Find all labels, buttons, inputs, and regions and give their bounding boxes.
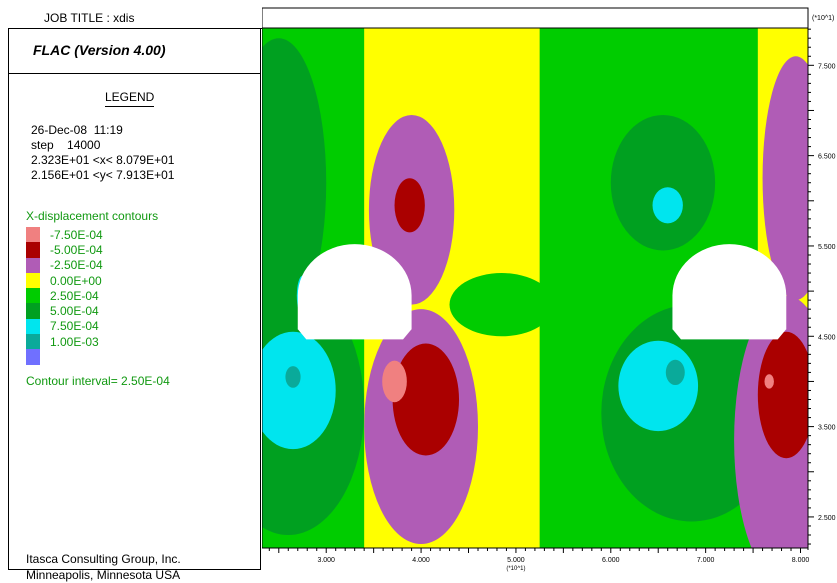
y-tick-label: 3.500 bbox=[818, 425, 836, 432]
x-tick-label: 8.000 bbox=[792, 557, 810, 564]
legend-label: -2.50E-04 bbox=[50, 258, 103, 273]
legend-entry bbox=[26, 349, 103, 365]
legend-swatch bbox=[26, 349, 40, 365]
legend-swatch bbox=[26, 334, 40, 350]
legend-entry: 7.50E-04 bbox=[26, 318, 103, 335]
x-range-line: 2.323E+01 <x< 8.079E+01 bbox=[31, 153, 175, 167]
x-scale-label: (*10^1) bbox=[506, 566, 525, 572]
legend-label: 1.00E-03 bbox=[50, 334, 99, 349]
contour-plot bbox=[262, 28, 808, 548]
legend-heading: LEGEND bbox=[105, 90, 155, 107]
legend-label: -7.50E-04 bbox=[50, 227, 103, 242]
legend-entry: 1.00E-03 bbox=[26, 334, 103, 350]
left-lower-pink bbox=[382, 360, 407, 403]
left-upper-darkgreen bbox=[262, 38, 327, 328]
step-line: step 14000 bbox=[31, 138, 101, 152]
legend-swatch bbox=[26, 272, 40, 289]
y-range-line: 2.156E+01 <y< 7.913E+01 bbox=[31, 168, 175, 182]
y-tick-label: 6.500 bbox=[818, 154, 836, 161]
right-upper-darkgreen bbox=[610, 114, 716, 251]
x-tick-label: 3.000 bbox=[317, 557, 335, 564]
date-line: 26-Dec-08 11:19 bbox=[31, 123, 123, 137]
contour-title: X-displacement contours bbox=[26, 209, 159, 223]
x-tick-label: 6.000 bbox=[602, 557, 620, 564]
y-scale-label: (*10^1) bbox=[812, 15, 834, 22]
x-tick-label: 4.000 bbox=[412, 557, 430, 564]
legend-panel: FLAC (Version 4.00) LEGEND 26-Dec-08 11:… bbox=[8, 28, 261, 582]
y-tick-label: 5.500 bbox=[818, 244, 836, 251]
legend-entry: 0.00E+00 bbox=[26, 272, 103, 289]
right-lower-pink bbox=[764, 374, 774, 389]
legend-swatch bbox=[26, 303, 40, 319]
right-lower-red bbox=[757, 331, 808, 459]
program-title: FLAC (Version 4.00) bbox=[9, 28, 260, 74]
y-tick-label: 7.500 bbox=[818, 63, 836, 70]
company-line-2: Minneapolis, Minnesota USA bbox=[26, 568, 181, 582]
legend-swatch bbox=[26, 288, 40, 304]
legend-entry: -5.00E-04 bbox=[26, 242, 103, 258]
job-title: JOB TITLE : xdis bbox=[8, 8, 262, 29]
x-tick-label: 5.000 bbox=[507, 557, 525, 564]
legend-swatch bbox=[26, 242, 40, 258]
contour-legend: -7.50E-04 -5.00E-04 -2.50E-04 0.00E+00 2.50E… bbox=[26, 227, 103, 365]
legend-entry: 2.50E-04 bbox=[26, 288, 103, 304]
y-tick-label: 2.500 bbox=[818, 515, 836, 522]
legend-label: 7.50E-04 bbox=[50, 319, 99, 334]
legend-label: 2.50E-04 bbox=[50, 288, 99, 303]
legend-entry: 5.00E-04 bbox=[26, 303, 103, 319]
legend-swatch bbox=[26, 257, 40, 273]
right-upper-cyan bbox=[652, 187, 683, 224]
left-tunnel bbox=[297, 244, 412, 340]
contour-interval: Contour interval= 2.50E-04 bbox=[26, 374, 170, 388]
legend-entry: -2.50E-04 bbox=[26, 257, 103, 273]
axes-frame: 7.500 6.500 5.500 4.500 3.500 2.500 (*10^1) 3.0… bbox=[262, 7, 836, 572]
legend-entry: -7.50E-04 bbox=[26, 227, 103, 243]
legend-label: 5.00E-04 bbox=[50, 304, 99, 319]
title-strip-border bbox=[262, 7, 809, 29]
right-lower-teal bbox=[665, 359, 685, 386]
left-upper-red bbox=[394, 178, 425, 233]
left-lower-teal bbox=[285, 366, 301, 388]
right-upper-purple bbox=[762, 56, 808, 301]
legend-swatch bbox=[26, 318, 40, 335]
legend-label: -5.00E-04 bbox=[50, 242, 103, 257]
x-tick-label: 7.000 bbox=[697, 557, 715, 564]
left-lower-cyan bbox=[262, 331, 336, 450]
plot-border bbox=[262, 27, 809, 549]
legend-swatch bbox=[26, 227, 40, 243]
center-green-lobe bbox=[449, 273, 554, 337]
legend-label: 0.00E+00 bbox=[50, 273, 102, 288]
company-line-1: Itasca Consulting Group, Inc. bbox=[26, 552, 181, 566]
company-info: Itasca Consulting Group, Inc. Minneapoli… bbox=[26, 551, 181, 583]
left-lower-red bbox=[392, 343, 460, 456]
right-tunnel bbox=[672, 244, 787, 340]
y-tick-label: 4.500 bbox=[818, 334, 836, 341]
